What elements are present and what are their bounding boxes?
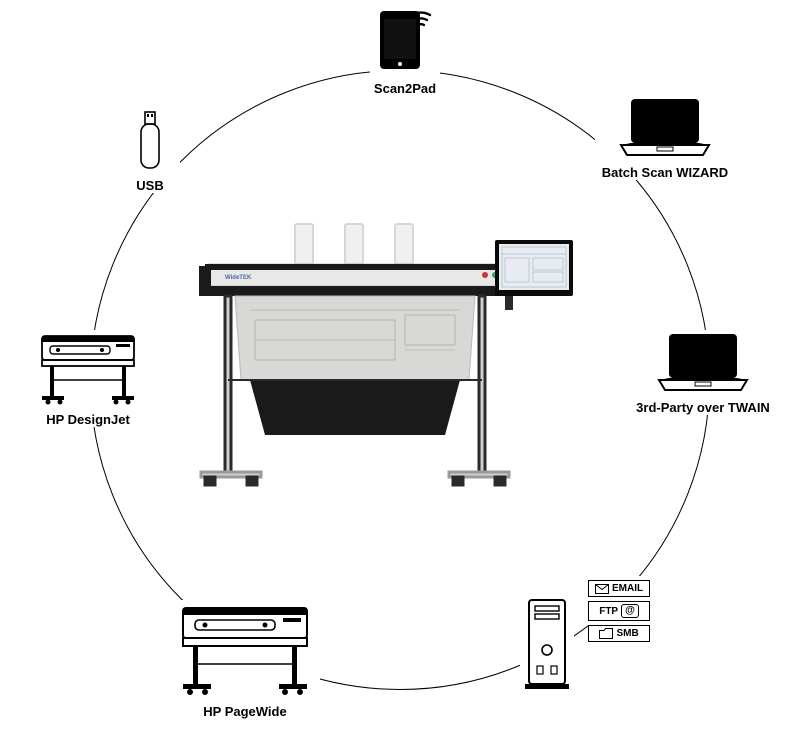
proto-email-label: EMAIL: [612, 583, 643, 594]
node-tower-pc: [520, 596, 574, 692]
node-twain: 3rd-Party over TWAIN: [628, 330, 778, 415]
plotter-icon: [36, 330, 140, 406]
pagewide-label: HP PageWide: [203, 704, 286, 719]
proto-ftp: FTP @: [588, 601, 650, 621]
designjet-label: HP DesignJet: [46, 412, 130, 427]
plotter-icon: [175, 600, 315, 698]
node-batch-scan: Batch Scan WIZARD: [595, 95, 735, 180]
svg-text:WideTEK: WideTEK: [225, 275, 252, 281]
node-scan2pad: Scan2Pad: [370, 5, 440, 96]
node-designjet: HP DesignJet: [28, 330, 148, 427]
usb-stick-icon: [136, 110, 164, 172]
node-pagewide: HP PageWide: [170, 600, 320, 719]
laptop-icon: [617, 95, 713, 159]
protocol-stack: EMAIL FTP @ SMB: [588, 576, 650, 646]
twain-label: 3rd-Party over TWAIN: [636, 400, 770, 415]
tower-pc-icon: [523, 596, 571, 692]
proto-smb-label: SMB: [616, 628, 638, 639]
center-scanner: WideTEK: [195, 220, 575, 490]
proto-ftp-label: FTP: [599, 606, 618, 617]
node-usb: USB: [120, 110, 180, 193]
tablet-wifi-icon: [374, 5, 436, 75]
proto-email: EMAIL: [588, 580, 650, 597]
laptop-icon: [655, 330, 751, 394]
batch-scan-label: Batch Scan WIZARD: [602, 165, 728, 180]
usb-label: USB: [136, 178, 163, 193]
scan2pad-label: Scan2Pad: [374, 81, 436, 96]
proto-smb: SMB: [588, 625, 650, 642]
